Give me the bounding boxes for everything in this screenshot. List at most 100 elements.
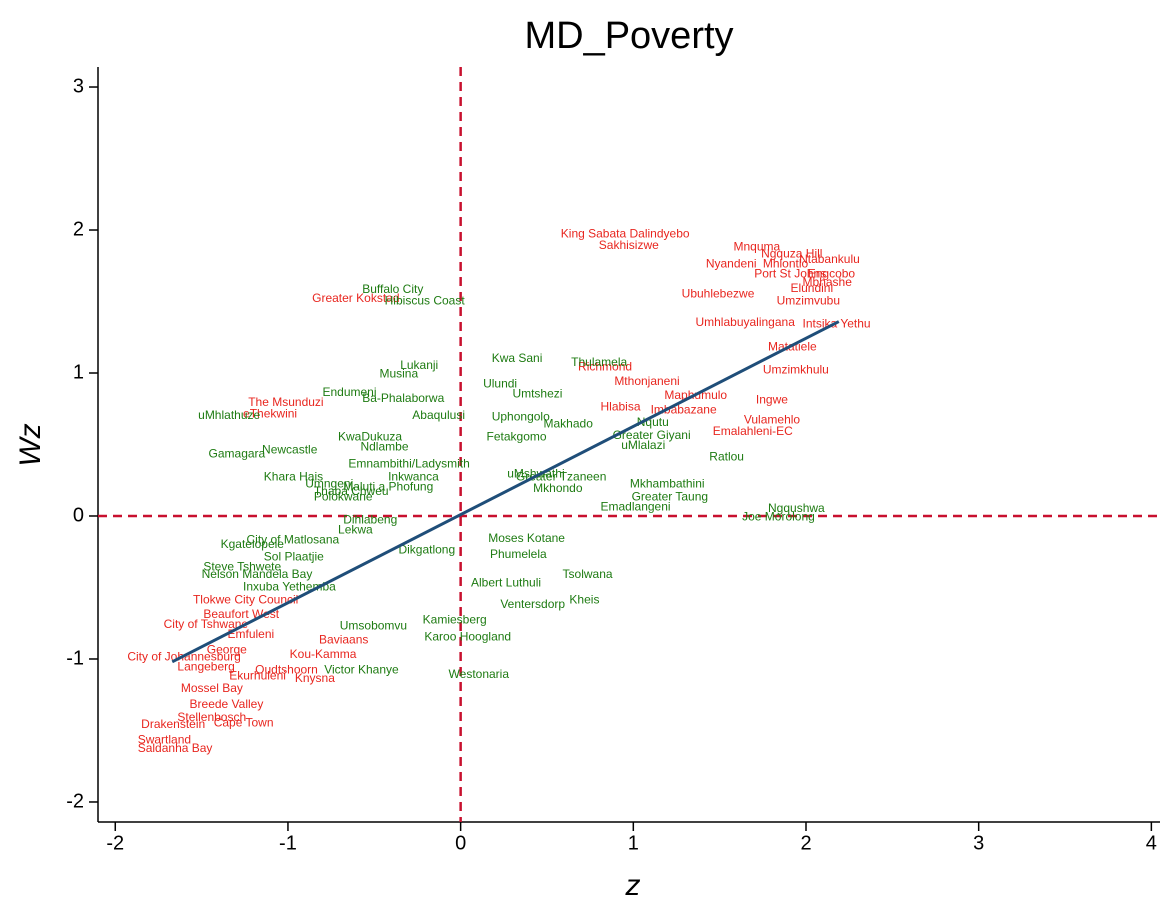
x-tick-label: 4 (1146, 832, 1157, 854)
point-label: Mhlontlo (763, 257, 809, 271)
chart-title: MD_Poverty (524, 15, 733, 57)
point-label: Phumelela (490, 547, 547, 561)
point-label: Mnquma (733, 239, 780, 253)
point-label: Hlabisa (601, 399, 641, 413)
point-label: Maluti a Phofung (343, 480, 433, 494)
point-label: Umzimvubu (777, 294, 840, 308)
point-label: Drakenstein (141, 717, 205, 731)
y-tick-label: 2 (73, 218, 84, 240)
point-label: Joe Morolong (742, 510, 815, 524)
point-label: Elundini (790, 281, 833, 295)
point-label: Ngqushwa (768, 501, 825, 515)
point-label: Victor Khanye (324, 663, 399, 677)
point-label: Sakhisizwe (599, 238, 659, 252)
point-label: Nqutu (637, 415, 669, 429)
y-tick-label: -1 (66, 647, 84, 669)
point-label: Mthonjaneni (614, 374, 679, 388)
point-label: Ekurhuleni (229, 668, 286, 682)
point-label: Richmond (578, 359, 632, 373)
x-axis-label: z (625, 869, 641, 902)
point-label: Tlokwe City Council (193, 593, 298, 607)
x-tick-label: 2 (800, 832, 811, 854)
point-label: Kamiesberg (423, 613, 487, 627)
point-label: Sol Plaatjie (264, 550, 324, 564)
y-axis-label: Wz (14, 423, 47, 466)
point-label: Emnambithi/Ladysmith (348, 457, 469, 471)
point-label: Ntabankulu (799, 252, 860, 266)
point-label: Dikgatlong (398, 542, 455, 556)
point-label: Newcastle (262, 442, 318, 456)
point-label: Thulamela (571, 355, 627, 369)
point-label: Oudtshoorn (255, 663, 318, 677)
point-label: Nyandeni (706, 257, 757, 271)
point-label: Kgatelopele (221, 537, 285, 551)
point-label: Port St Johns (754, 267, 826, 281)
point-label: Khara Hais (264, 470, 323, 484)
point-label: Knysna (295, 671, 335, 685)
y-tick-label: -2 (66, 790, 84, 812)
x-tick-label: 1 (628, 832, 639, 854)
point-label: Nelson Mandela Bay (202, 567, 313, 581)
x-tick-label: 3 (973, 832, 984, 854)
point-label: Emalahleni-EC (713, 424, 793, 438)
point-label: Umtshezi (512, 387, 562, 401)
point-label: Emadlangeni (601, 500, 671, 514)
point-label: Stellenbosch (177, 710, 246, 724)
point-label: Abaqulusi (412, 408, 465, 422)
point-label: Langeberg (177, 660, 234, 674)
point-label: KwaDukuza (338, 430, 402, 444)
x-tick-label: -2 (106, 832, 124, 854)
point-label: Kwa Sani (492, 351, 543, 365)
point-label: Umngeni (305, 477, 353, 491)
point-label: Kheis (569, 593, 599, 607)
point-label: The Msunduzi (248, 395, 323, 409)
point-label: Saldanha Bay (138, 741, 213, 755)
point-label: uMlalazi (621, 438, 665, 452)
point-label: Endumeni (322, 385, 376, 399)
point-label: Lekwa (338, 522, 373, 536)
point-label: Mkhambathini (630, 477, 705, 491)
point-label: Hibiscus Coast (385, 294, 466, 308)
point-label: Cape Town (214, 716, 274, 730)
point-label: City of Matlosana (247, 532, 340, 546)
point-label: Engcobo (808, 267, 856, 281)
point-label: Emfuleni (228, 627, 275, 641)
point-label: Ulundi (483, 377, 517, 391)
point-label: Karoo Hoogland (424, 630, 511, 644)
fit-line (171, 320, 840, 664)
point-label: Steve Tshwete (203, 560, 281, 574)
point-label: Mbhashe (803, 275, 853, 289)
point-label: Vulamehlo (744, 412, 801, 426)
x-tick-label: 0 (455, 832, 466, 854)
point-label: Umhlabuyalingana (695, 315, 795, 329)
point-label: Gamagara (209, 447, 266, 461)
point-label: Ba-Phalaborwa (362, 391, 444, 405)
point-label: Westonaria (449, 667, 510, 681)
point-label: Ubuhlebezwe (682, 287, 755, 301)
point-label: Mkhondo (533, 481, 583, 495)
point-label: Baviaans (319, 633, 368, 647)
y-tick-label: 3 (73, 75, 84, 97)
point-label: Musina (379, 367, 418, 381)
point-label: Mossel Bay (181, 681, 243, 695)
point-label: Greater Tzaneen (516, 470, 607, 484)
point-label: Kou-Kamma (290, 647, 357, 661)
point-label: Polokwane (314, 490, 373, 504)
x-tick-label: -1 (279, 832, 297, 854)
point-label: King Sabata Dalindyebo (561, 226, 690, 240)
point-label: Thaba Chweu (314, 484, 389, 498)
point-label: Albert Luthuli (471, 575, 541, 589)
point-label: Dihlabeng (343, 512, 397, 526)
point-label: eThekwini (243, 407, 297, 421)
point-label: City of Tshwane (164, 617, 249, 631)
point-label: Greater Giyani (613, 428, 691, 442)
point-label: Buffalo City (362, 282, 423, 296)
point-label: Ndlambe (360, 440, 408, 454)
point-label: Imbabazane (651, 402, 717, 416)
point-label: Uphongolo (492, 410, 550, 424)
point-label: Ingwe (756, 392, 788, 406)
point-label: Tsolwana (563, 567, 613, 581)
point-label: Ventersdorp (500, 597, 565, 611)
point-label: Umsobomvu (340, 618, 407, 632)
